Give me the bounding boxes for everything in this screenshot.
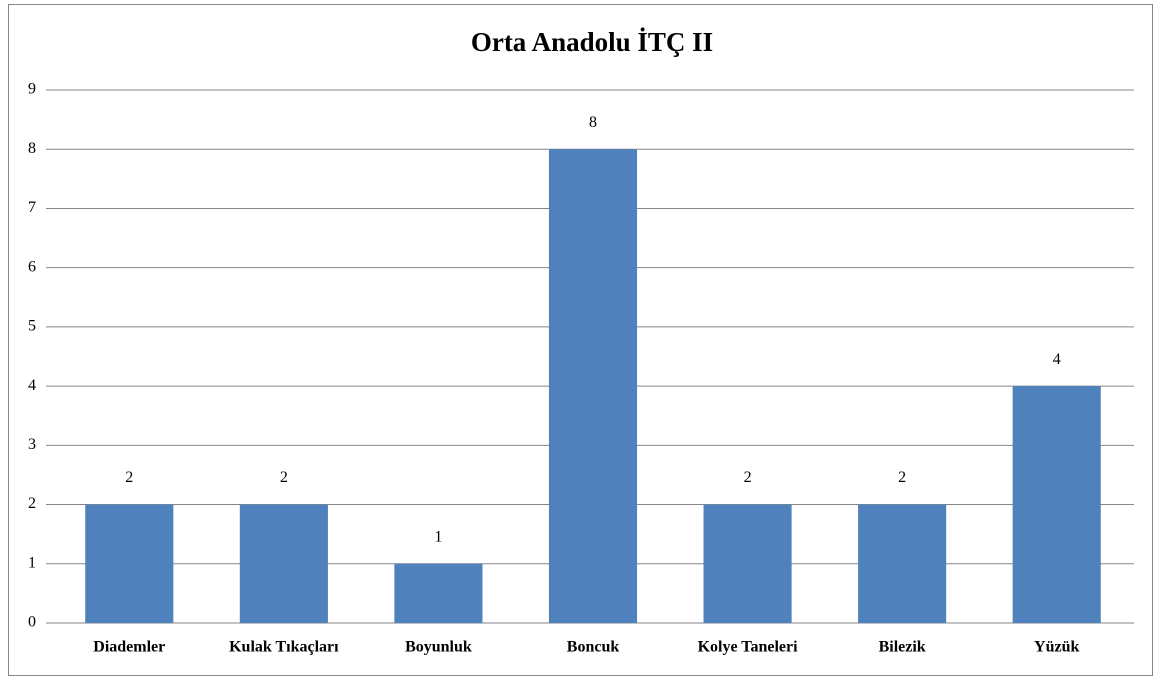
y-tick-label: 2 [28, 495, 36, 512]
data-label: 2 [125, 469, 133, 486]
y-tick-label: 6 [28, 258, 36, 275]
chart-title: Orta Anadolu İTÇ II [471, 27, 713, 57]
x-tick-label: Kolye Taneleri [698, 639, 799, 656]
y-tick-label: 4 [28, 377, 36, 394]
data-label: 1 [434, 528, 442, 545]
bar [703, 504, 792, 623]
data-label: 2 [744, 469, 752, 486]
bar [394, 563, 483, 623]
x-tick-label: Bilezik [879, 639, 926, 656]
y-tick-label: 3 [28, 436, 36, 453]
x-tick-label: Boyunluk [405, 639, 472, 656]
data-label: 2 [280, 469, 288, 486]
data-label: 2 [898, 469, 906, 486]
bar [548, 149, 638, 623]
x-tick-label: Diademler [93, 639, 165, 656]
y-tick-label: 1 [28, 554, 36, 571]
x-tick-label: Yüzük [1034, 639, 1079, 656]
y-tick-label: 7 [28, 199, 36, 216]
data-label: 8 [589, 114, 597, 131]
bar [239, 504, 328, 623]
y-tick-label: 0 [28, 614, 36, 631]
data-label: 4 [1053, 351, 1061, 368]
y-tick-label: 9 [28, 81, 36, 98]
y-tick-label: 5 [28, 318, 36, 335]
x-tick-label: Boncuk [567, 639, 620, 656]
bar [858, 504, 947, 623]
y-tick-label: 8 [28, 140, 36, 157]
bar [1012, 386, 1101, 623]
x-tick-label: Kulak Tıkaçları [229, 639, 339, 656]
bar [85, 504, 174, 623]
